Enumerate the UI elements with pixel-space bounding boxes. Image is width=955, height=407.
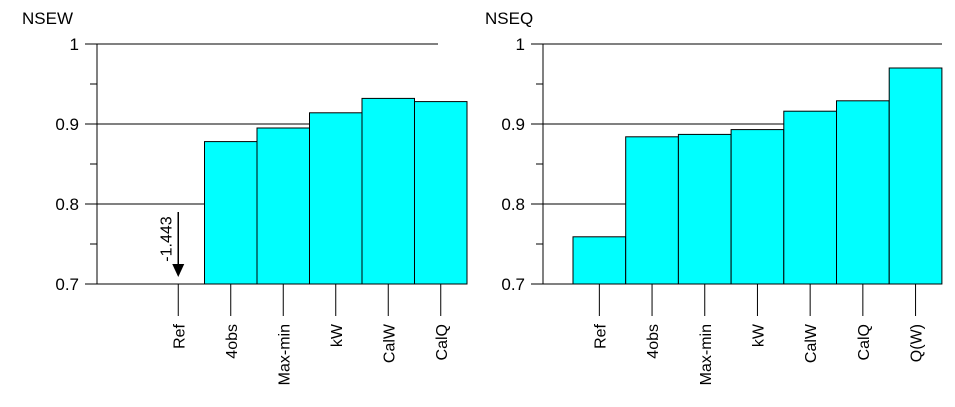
y-tick-label: 0.7	[55, 275, 79, 294]
x-tick-label: CalW	[803, 323, 820, 363]
y-tick-label: 0.9	[501, 115, 525, 134]
x-tick-label: Q(W)	[909, 324, 926, 362]
x-tick-label: CalQ	[856, 324, 873, 360]
y-tick-label: 1	[70, 35, 79, 54]
bar	[256, 127, 310, 285]
bar	[414, 101, 468, 285]
x-tick-label: CalW	[381, 323, 398, 363]
bar	[783, 110, 837, 285]
chart-panel-nsew: NSEW 0.7 0.8 0.9 1 Ref 4obs Max-min kW CalW CalQ -1…	[22, 9, 468, 385]
bar	[309, 112, 363, 285]
bar	[836, 100, 890, 285]
x-tick-label: Max-min	[698, 324, 715, 385]
y-tick-label: 1	[516, 35, 525, 54]
bar	[625, 136, 679, 285]
x-tick-label: Max-min	[276, 324, 293, 385]
bar	[730, 129, 785, 285]
x-tick-label: 4obs	[224, 324, 241, 359]
y-tick-label: 0.9	[55, 115, 79, 134]
annotation-arrow-head	[172, 264, 185, 277]
bar	[361, 97, 415, 285]
bar	[204, 141, 258, 285]
x-tick-label: kW	[329, 323, 346, 347]
x-tick-label: CalQ	[434, 324, 451, 360]
x-tick-label: 4obs	[645, 324, 662, 359]
bar	[572, 236, 627, 285]
y-tick-label: 0.8	[501, 195, 525, 214]
annotation-label: -1.443	[158, 216, 175, 261]
bar	[677, 133, 732, 285]
x-tick-label: Ref	[592, 323, 609, 348]
y-tick-label: 0.7	[501, 275, 525, 294]
chart-title: NSEQ	[485, 9, 533, 28]
bar	[888, 67, 943, 285]
x-tick-label: Ref	[171, 323, 188, 348]
x-tick-label: kW	[750, 323, 767, 347]
chart-title: NSEW	[22, 9, 73, 28]
y-tick-label: 0.8	[55, 195, 79, 214]
chart-panel-nseq: NSEQ 0.7 0.8 0.9 1 Ref 4obs Max-min kW CalW CalQ Q(…	[485, 9, 943, 385]
